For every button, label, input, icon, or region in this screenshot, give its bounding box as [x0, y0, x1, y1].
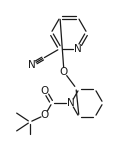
- Text: N: N: [67, 98, 74, 108]
- Text: N: N: [28, 60, 36, 70]
- Text: O: O: [40, 110, 49, 120]
- Text: O: O: [59, 67, 68, 77]
- Text: N: N: [73, 44, 81, 54]
- Text: O: O: [40, 86, 49, 96]
